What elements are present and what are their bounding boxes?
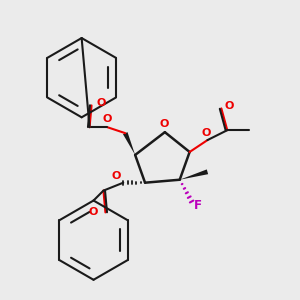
Text: F: F xyxy=(194,199,202,212)
Text: O: O xyxy=(202,128,211,138)
Text: O: O xyxy=(225,101,234,111)
Polygon shape xyxy=(123,132,135,155)
Text: O: O xyxy=(89,207,98,218)
Text: O: O xyxy=(112,171,121,181)
Text: O: O xyxy=(97,98,106,108)
Text: O: O xyxy=(159,119,169,129)
Text: O: O xyxy=(103,114,112,124)
Polygon shape xyxy=(180,169,208,180)
